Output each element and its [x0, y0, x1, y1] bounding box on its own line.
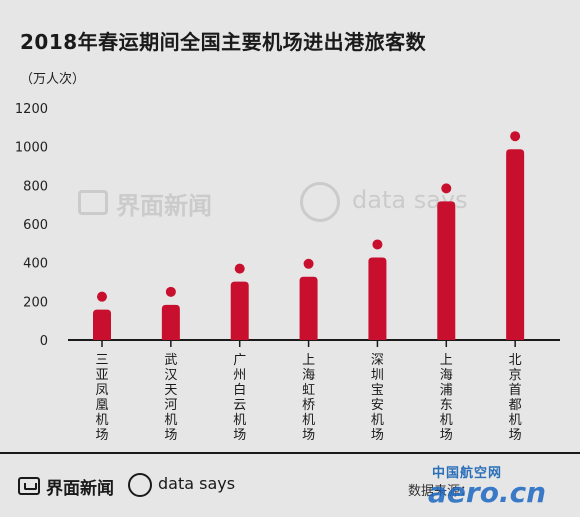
x-tick-label-char: 三: [95, 353, 108, 368]
bar-chart: 020040060080010001200三亚凤凰机场武汉天河机场广州白云机场上…: [15, 102, 560, 443]
y-tick-label: 1000: [15, 141, 48, 156]
footer-divider: [0, 452, 580, 454]
x-tick-label-char: 海: [440, 368, 453, 383]
x-tick-label-char: 场: [95, 428, 108, 443]
x-tick-label-char: 白: [233, 382, 246, 398]
bar-head: [234, 263, 245, 274]
x-tick-label-char: 浦: [440, 383, 453, 398]
x-tick-label-char: 上: [302, 353, 315, 368]
x-tick-label-char: 桥: [302, 398, 315, 413]
site-watermark-domain: aero.cn: [428, 476, 547, 509]
x-tick-label-char: 场: [302, 428, 315, 443]
jiemian-logo-icon: [18, 477, 40, 495]
bar: [506, 149, 525, 340]
bar: [368, 257, 387, 340]
x-tick-label-char: 机: [233, 413, 246, 428]
watermark-brand: 界面新闻: [116, 192, 212, 220]
x-tick-label-char: 场: [164, 428, 177, 443]
x-tick-label-char: 场: [509, 428, 522, 443]
site-watermark-name: 中国航空网: [432, 466, 503, 481]
bar: [230, 281, 249, 340]
footer: 界面新闻 data says 数据来源： 中国航空网 aero.cn: [0, 454, 580, 517]
x-tick-label-char: 广: [233, 353, 246, 368]
x-tick-label-char: 机: [440, 413, 453, 428]
x-tick-label-char: 场: [371, 428, 384, 443]
x-tick-label-char: 安: [371, 398, 384, 413]
x-tick-label-char: 凰: [95, 398, 108, 413]
x-tick-label-char: 宝: [371, 383, 384, 398]
x-tick-label-char: 天: [164, 383, 177, 398]
x-tick-label-char: 凤: [95, 383, 108, 398]
x-tick-label-char: 场: [233, 428, 246, 443]
bar: [161, 304, 180, 340]
bar: [299, 276, 318, 340]
x-tick-label-char: 机: [302, 413, 315, 428]
x-tick-label-char: 北: [509, 353, 522, 368]
x-tick-label-char: 上: [440, 353, 453, 368]
watermark-data-says-icon: [300, 182, 340, 222]
bar: [93, 309, 111, 340]
x-tick-label-char: 机: [371, 413, 384, 428]
bar-head: [441, 183, 452, 194]
bar-head: [97, 291, 107, 302]
y-tick-label: 1200: [15, 102, 48, 117]
bar: [437, 201, 456, 340]
x-tick-label-char: 云: [233, 398, 246, 413]
x-tick-label-char: 都: [509, 398, 522, 413]
bar-head: [165, 286, 176, 297]
bar-head: [510, 131, 521, 142]
x-tick-label-char: 海: [302, 368, 315, 383]
x-tick-label-char: 首: [509, 383, 522, 398]
data-says-icon: [128, 473, 152, 497]
x-tick-label-char: 州: [233, 368, 246, 383]
footer-brand: 界面新闻: [46, 479, 114, 499]
x-tick-label-char: 河: [164, 398, 177, 413]
watermark-logo-icon: [78, 190, 108, 215]
bar-head: [303, 258, 314, 269]
y-axis-unit: （万人次）: [20, 72, 86, 87]
x-tick-label-char: 圳: [371, 368, 384, 383]
x-tick-label-char: 机: [164, 413, 177, 428]
x-tick-label-char: 深: [371, 353, 384, 368]
x-tick-label-char: 亚: [95, 368, 108, 383]
chart-title: 2018年春运期间全国主要机场进出港旅客数: [20, 30, 427, 54]
x-tick-label-char: 虹: [302, 383, 315, 398]
x-tick-label-char: 汉: [164, 368, 177, 383]
y-tick-label: 200: [23, 295, 48, 310]
y-tick-label: 0: [40, 334, 48, 349]
footer-data-says: data says: [158, 474, 236, 493]
x-tick-label-char: 场: [440, 428, 453, 443]
y-tick-label: 400: [23, 257, 48, 272]
x-tick-label-char: 东: [440, 398, 453, 413]
data-source-label: 数据来源：: [408, 484, 474, 499]
bar-head: [372, 239, 383, 250]
x-tick-label-char: 武: [164, 353, 177, 368]
x-tick-label-char: 京: [509, 368, 522, 383]
y-tick-label: 800: [23, 179, 48, 194]
y-tick-label: 600: [23, 218, 48, 233]
x-tick-label-char: 机: [95, 413, 108, 428]
x-tick-label-char: 机: [509, 413, 522, 428]
